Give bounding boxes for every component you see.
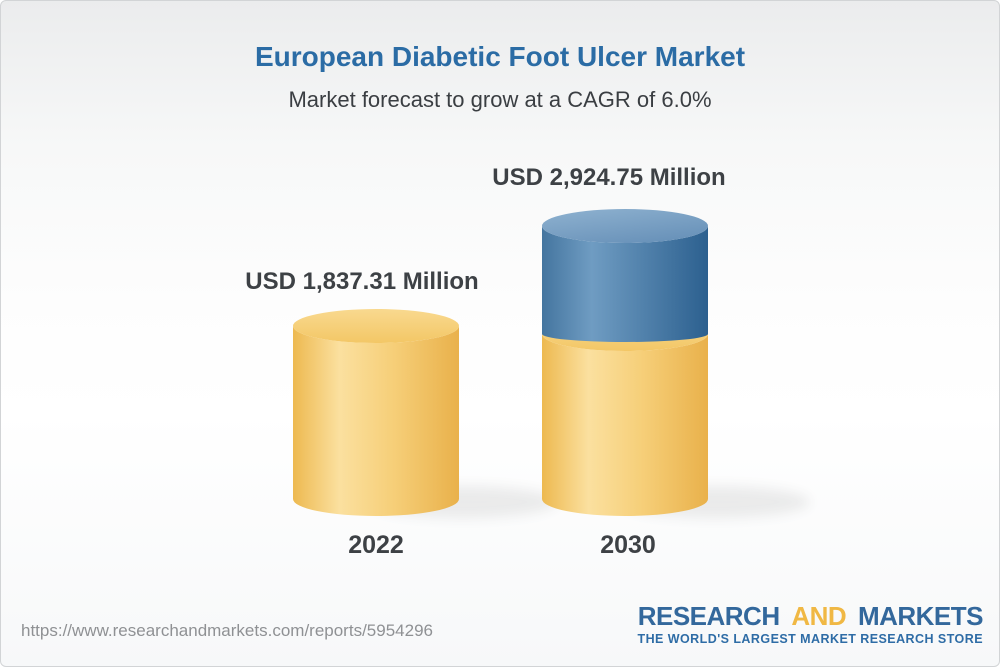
bar-2030-cylinder	[542, 209, 708, 516]
bar-2022-cylinder	[293, 309, 459, 516]
bar-2022-top	[293, 309, 459, 343]
brand-logo-wordmark: RESEARCH AND MARKETS	[637, 601, 984, 631]
value-label-2022: USD 1,837.31 Million	[245, 268, 479, 295]
brand-logo-tagline: THE WORLD'S LARGEST MARKET RESEARCH STOR…	[637, 632, 983, 646]
source-url: https://www.researchandmarkets.com/repor…	[21, 621, 433, 640]
category-label-2022: 2022	[348, 531, 404, 559]
bar-2030-blue-body	[542, 226, 708, 342]
bar-2022-body	[293, 326, 459, 516]
category-label-2030: 2030	[600, 531, 656, 559]
logo-word-markets: MARKETS	[857, 601, 984, 631]
logo-word-research: RESEARCH	[637, 601, 780, 631]
logo-word-and: AND	[791, 601, 847, 631]
brand-logo: RESEARCH AND MARKETS THE WORLD'S LARGEST…	[637, 603, 983, 646]
bar-2030-gold-body	[542, 334, 708, 516]
page-title: European Diabetic Foot Ulcer Market	[254, 41, 746, 72]
page-subtitle: Market forecast to grow at a CAGR of 6.0…	[288, 87, 712, 112]
bar-2030-blue-top	[542, 209, 708, 243]
value-label-2030: USD 2,924.75 Million	[492, 164, 726, 191]
